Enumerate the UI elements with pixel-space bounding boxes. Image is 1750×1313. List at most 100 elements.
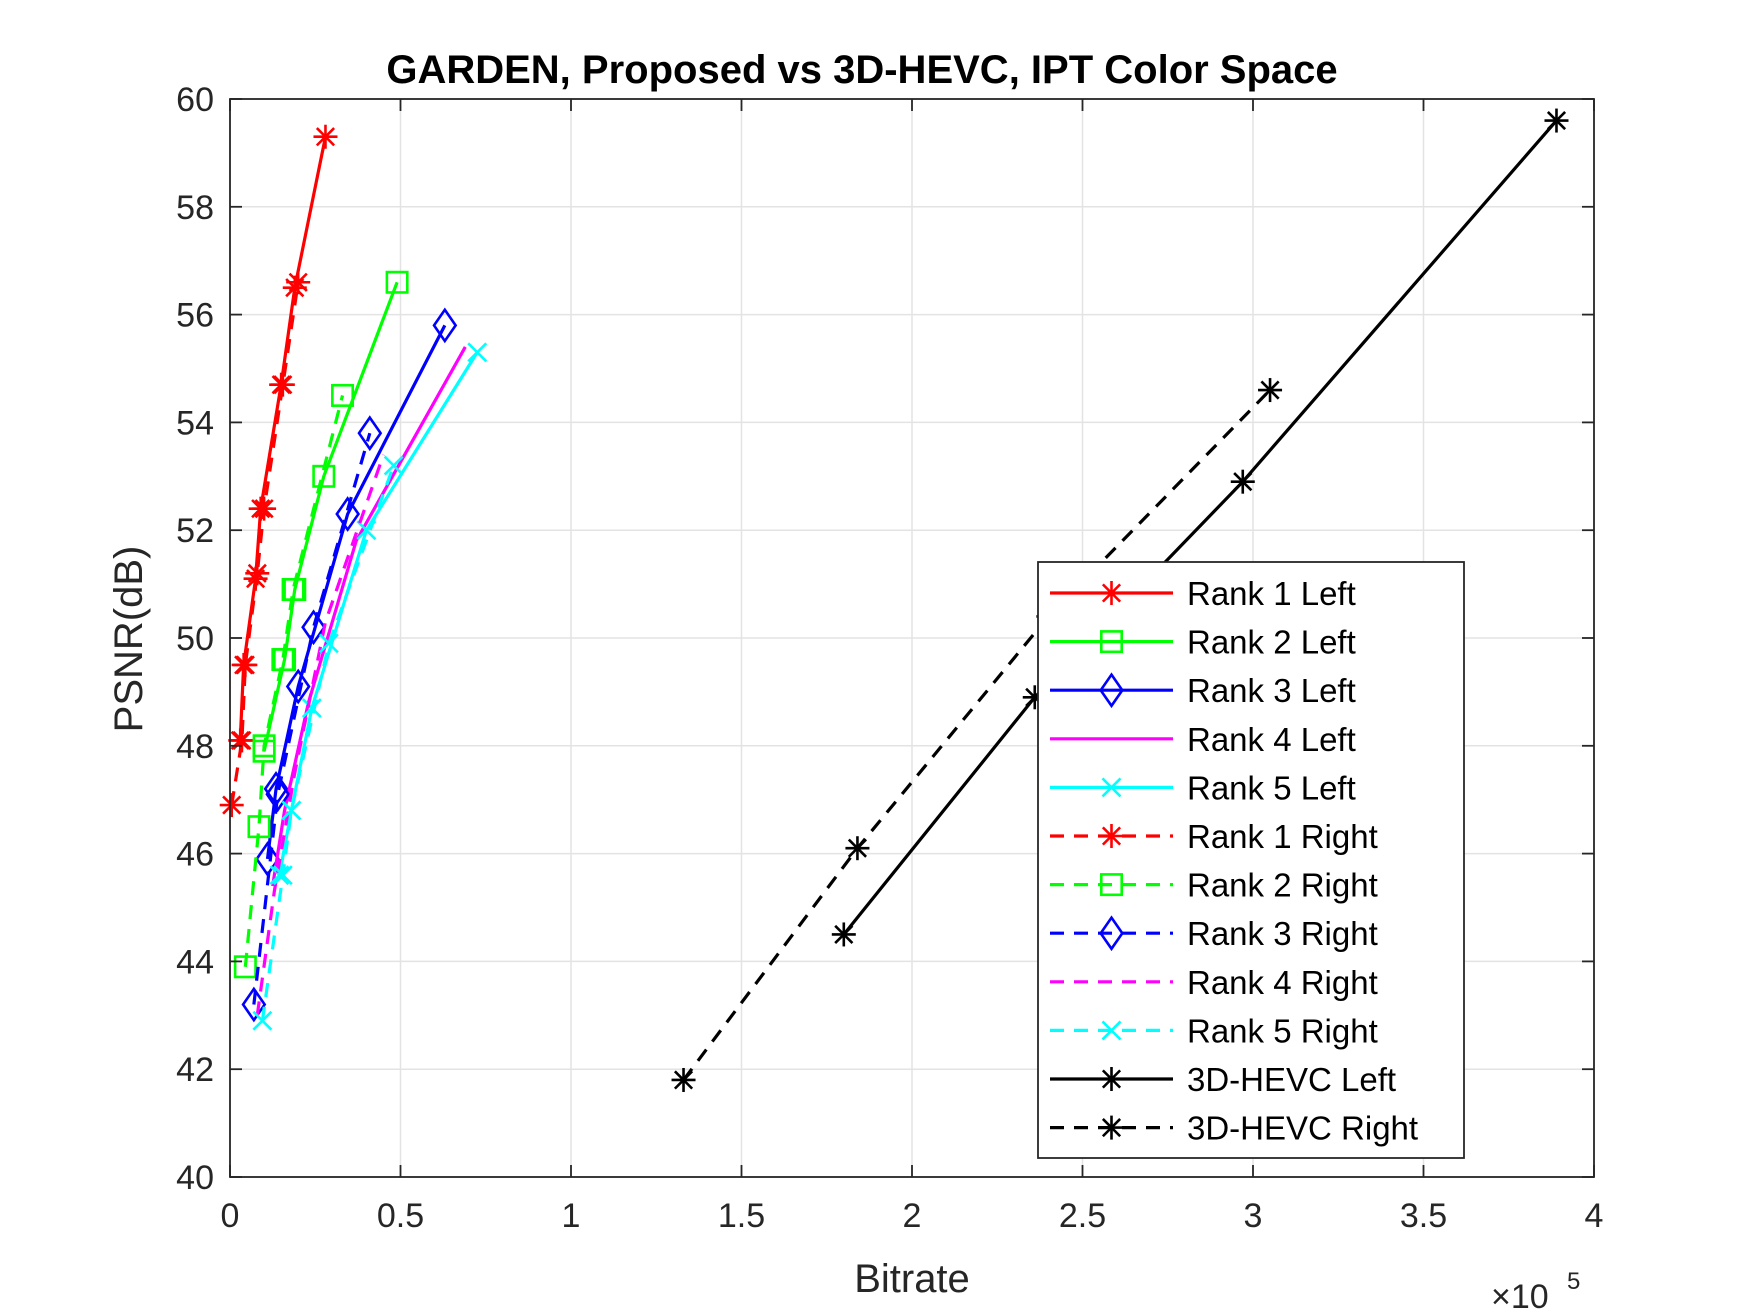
data-point-marker xyxy=(229,728,254,753)
series-layer xyxy=(219,108,1569,1092)
legend-item: Rank 2 Left xyxy=(1050,624,1356,661)
data-point-marker xyxy=(252,734,276,758)
y-tick-label: 46 xyxy=(176,836,214,874)
series-3d-hevc-right xyxy=(671,378,1283,1092)
data-point-marker xyxy=(1099,1067,1124,1091)
data-point-marker xyxy=(241,986,267,1023)
legend-item: Rank 1 Right xyxy=(1050,818,1378,855)
data-point-marker xyxy=(467,342,488,363)
series-rank-5-right xyxy=(252,455,404,1031)
data-point-marker xyxy=(301,698,322,718)
data-point-marker xyxy=(252,1010,273,1031)
legend-label: Rank 2 Right xyxy=(1187,867,1378,904)
y-tick-label: 60 xyxy=(176,81,214,119)
data-point-marker xyxy=(233,652,258,677)
legend-label: Rank 4 Left xyxy=(1187,721,1356,758)
legend-label: Rank 4 Right xyxy=(1187,964,1378,1001)
legend-item: Rank 5 Left xyxy=(1050,769,1356,806)
data-point-marker xyxy=(1099,915,1124,952)
legend-item: Rank 3 Left xyxy=(1050,672,1356,709)
legend-label: Rank 3 Left xyxy=(1187,672,1356,709)
series-rank-1-right xyxy=(219,270,311,818)
data-point-marker xyxy=(245,561,270,586)
data-point-marker xyxy=(271,648,295,672)
legend-label: 3D-HEVC Right xyxy=(1187,1110,1418,1147)
data-point-marker xyxy=(385,270,409,294)
x-tick-label: 1.5 xyxy=(718,1197,765,1235)
data-point-marker xyxy=(247,815,271,839)
series-line xyxy=(260,464,396,1021)
series-rank-4-right xyxy=(255,454,385,1016)
data-point-marker xyxy=(1100,630,1124,654)
data-point-marker xyxy=(252,496,277,521)
x-tick-label: 1 xyxy=(562,1197,581,1235)
x-tick-label: 2 xyxy=(903,1197,922,1235)
series-line xyxy=(255,454,385,1016)
legend-label: Rank 5 Left xyxy=(1187,769,1356,806)
data-point-marker xyxy=(272,865,293,886)
data-point-marker xyxy=(845,836,870,861)
data-point-marker xyxy=(432,307,458,344)
y-axis-label: PSNR(dB) xyxy=(107,546,151,733)
data-point-marker xyxy=(233,955,257,979)
x-tick-label: 3 xyxy=(1244,1197,1263,1235)
series-rank-3-right xyxy=(241,415,383,1023)
y-tick-label: 56 xyxy=(176,297,214,335)
legend-label: Rank 2 Left xyxy=(1187,624,1356,661)
legend-item: Rank 5 Right xyxy=(1050,1012,1378,1049)
data-point-marker xyxy=(281,577,305,601)
series-line xyxy=(243,395,345,967)
series-line xyxy=(265,324,447,860)
data-point-marker xyxy=(1101,1020,1122,1041)
legend-item: 3D-HEVC Right xyxy=(1050,1110,1418,1147)
data-point-marker xyxy=(1230,469,1255,494)
data-point-marker xyxy=(383,455,404,476)
legend-item: Rank 4 Right xyxy=(1050,964,1378,1001)
data-point-marker xyxy=(831,922,856,947)
legend-label: Rank 1 Right xyxy=(1187,818,1378,855)
data-point-marker xyxy=(1101,777,1122,798)
legend-box xyxy=(1037,561,1465,1159)
legend-label: Rank 1 Left xyxy=(1187,575,1356,612)
series-line xyxy=(262,281,399,752)
data-point-marker xyxy=(285,668,311,705)
data-point-marker xyxy=(281,800,302,821)
x-axis-exponent: ×10 5 xyxy=(1491,1268,1580,1313)
y-tick-label: 50 xyxy=(176,620,214,658)
data-point-marker xyxy=(335,496,361,532)
legend-item: 3D-HEVC Left xyxy=(1050,1061,1396,1098)
legend-label: 3D-HEVC Left xyxy=(1187,1061,1396,1098)
x-tick-label: 2.5 xyxy=(1059,1197,1106,1235)
data-point-marker xyxy=(318,633,339,654)
legend-item: Rank 1 Left xyxy=(1050,575,1356,612)
legend: Rank 1 Left Rank 2 Left Rank 3 Left Rank 4 … xyxy=(1037,561,1465,1159)
series-rank-2-right xyxy=(233,383,355,979)
x-exponent-power: 5 xyxy=(1567,1268,1580,1295)
x-exponent-base: ×10 xyxy=(1491,1278,1549,1313)
data-point-marker xyxy=(331,383,355,407)
y-tick-label: 48 xyxy=(176,728,214,766)
data-point-marker xyxy=(1099,1115,1124,1140)
tick-layer: 0 0.5 1 1.5 2 2.5 3 3.5 4 40 42 44 46 48 50 52 54 56 58 60 xyxy=(176,81,1603,1235)
y-tick-label: 44 xyxy=(176,943,214,981)
y-tick-label: 42 xyxy=(176,1051,214,1089)
x-tick-label: 0 xyxy=(221,1197,240,1235)
data-point-marker xyxy=(1544,108,1569,133)
x-axis-label: Bitrate xyxy=(854,1257,970,1301)
x-tick-label: 0.5 xyxy=(377,1197,424,1235)
y-tick-label: 40 xyxy=(176,1159,214,1197)
data-point-marker xyxy=(313,124,338,149)
data-point-marker xyxy=(1099,824,1124,848)
data-point-marker xyxy=(671,1067,696,1092)
series-line xyxy=(682,388,1272,1081)
x-tick-label: 4 xyxy=(1585,1197,1604,1235)
data-point-marker xyxy=(1099,581,1124,605)
x-tick-label: 3.5 xyxy=(1400,1197,1447,1235)
data-point-marker xyxy=(269,865,290,886)
y-tick-label: 54 xyxy=(176,404,214,442)
data-point-marker xyxy=(301,609,326,646)
data-point-marker xyxy=(1258,378,1283,403)
data-point-marker xyxy=(265,776,291,813)
